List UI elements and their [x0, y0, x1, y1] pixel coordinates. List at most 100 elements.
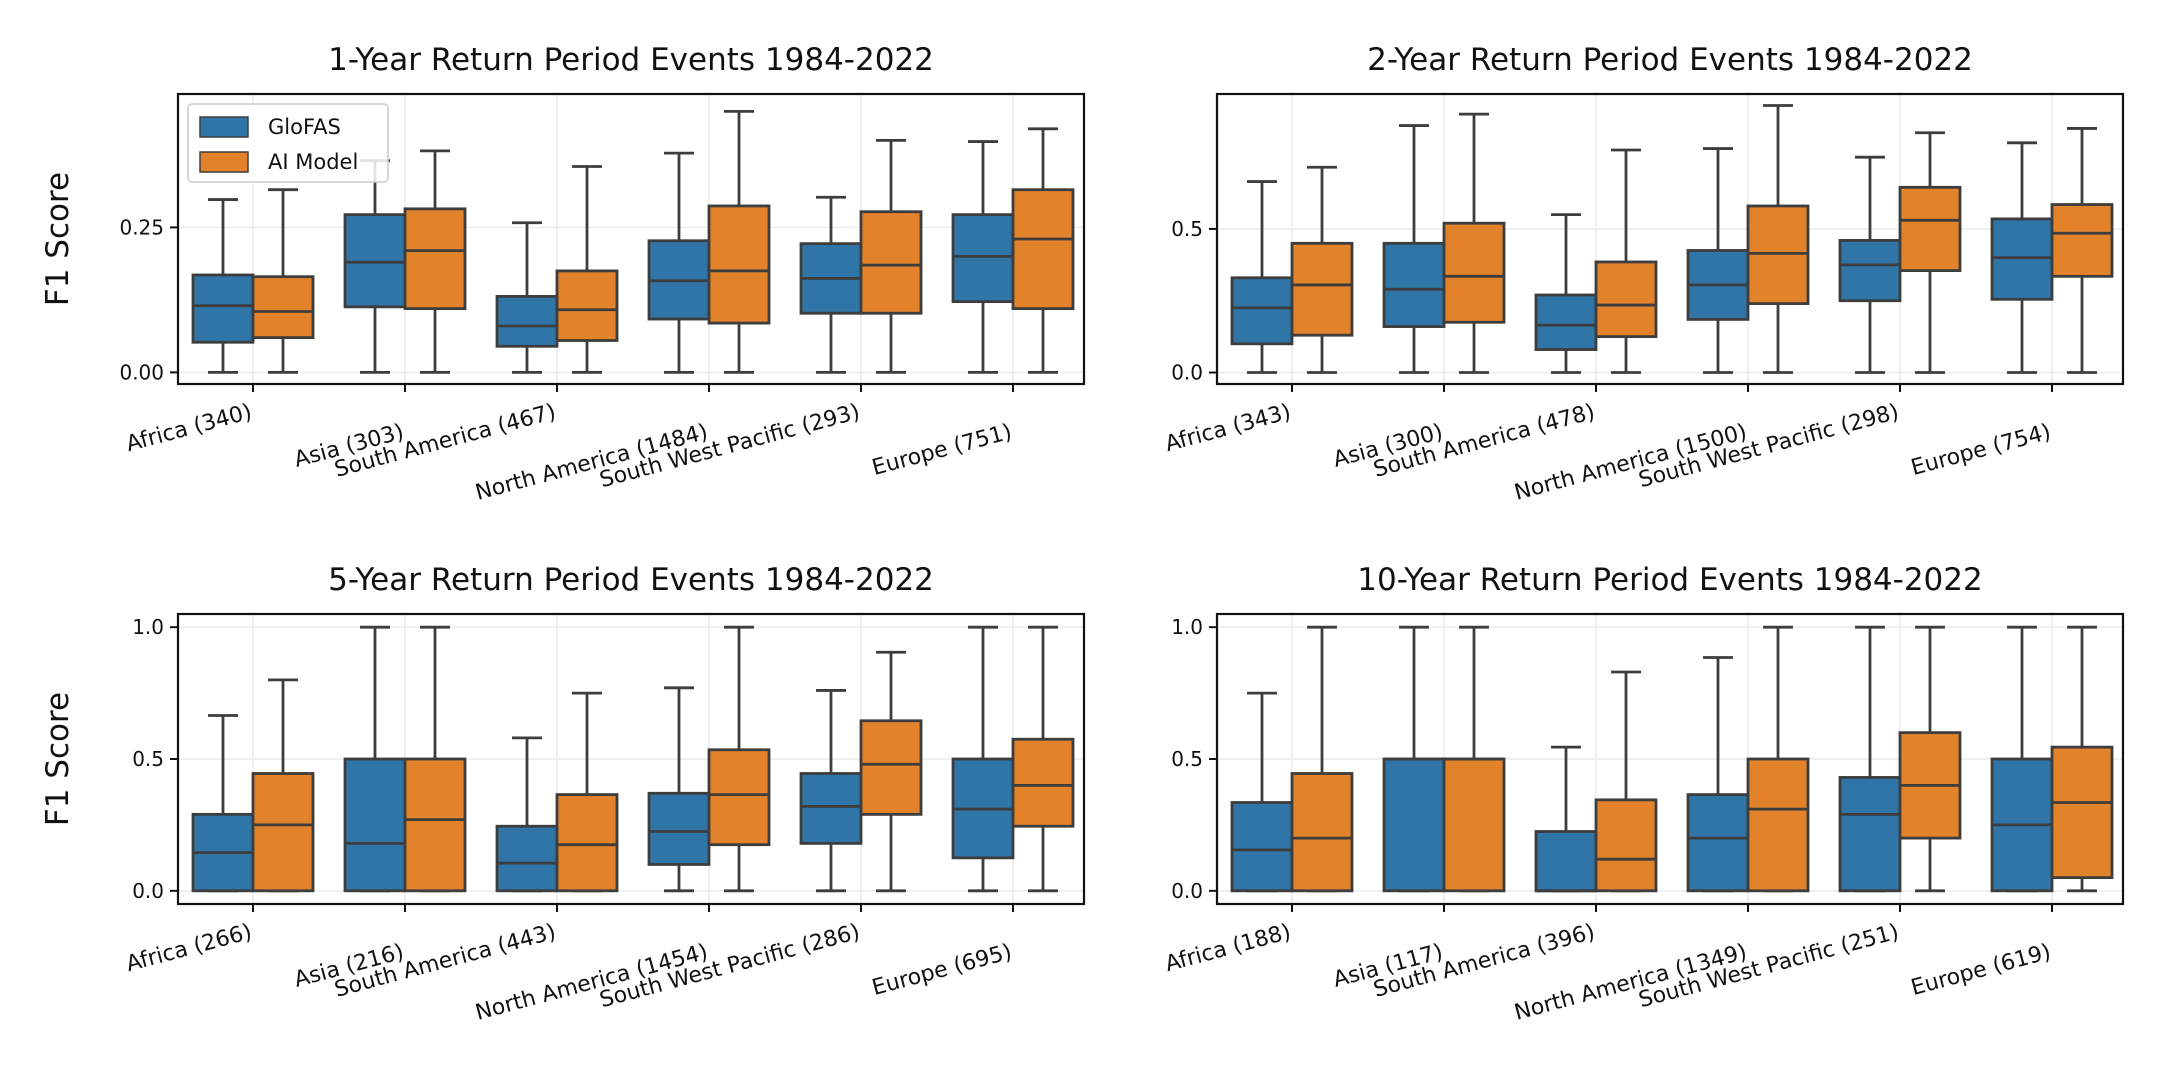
box-ai-model-5	[859, 650, 923, 893]
box-body	[1838, 776, 1902, 893]
box-body	[1290, 772, 1354, 893]
box-body	[495, 824, 559, 893]
y-tick-label: 0.0	[1171, 879, 1203, 903]
box-body	[2050, 745, 2114, 880]
legend-label: AI Model	[268, 150, 358, 174]
x-tick-label: Europe (619)	[1908, 940, 2053, 1001]
box-body	[1442, 757, 1506, 893]
box-ai-model-6	[1011, 625, 1075, 893]
box-body	[343, 757, 407, 893]
box-glofas-4	[1686, 656, 1750, 893]
box-body	[251, 772, 315, 893]
x-tick-label: Europe (751)	[869, 420, 1014, 481]
box-body	[1838, 239, 1902, 303]
box-body	[555, 793, 619, 893]
box-glofas-4	[1686, 147, 1750, 374]
box-ai-model-1	[1290, 625, 1354, 893]
box-body	[1011, 737, 1075, 828]
box-ai-model-4	[1746, 625, 1810, 893]
box-glofas-5	[799, 689, 863, 893]
box-body	[707, 204, 771, 325]
legend-swatch	[199, 151, 249, 173]
box-body	[1594, 798, 1658, 893]
box-glofas-2	[343, 625, 407, 893]
box-body	[859, 719, 923, 816]
box-ai-model-2	[1442, 625, 1506, 893]
y-tick-label: 1.0	[132, 615, 164, 639]
box-glofas-1	[191, 198, 255, 374]
box-body	[951, 213, 1015, 304]
box-ai-model-1	[1290, 165, 1354, 374]
box-body	[1382, 241, 1446, 328]
box-body	[403, 207, 467, 310]
y-tick-label: 1.0	[1171, 615, 1203, 639]
box-glofas-2	[1382, 124, 1446, 374]
box-ai-model-1	[251, 678, 315, 893]
box-body	[1746, 204, 1810, 306]
y-tick-label: 0.0	[1171, 361, 1203, 385]
box-glofas-6	[1990, 625, 2054, 893]
y-tick-label: 0.0	[132, 879, 164, 903]
box-body	[1382, 757, 1446, 893]
box-ai-model-5	[1898, 131, 1962, 374]
y-tick-label: 0.5	[1171, 217, 1203, 241]
panel-title: 10-Year Return Period Events 1984-2022	[1357, 562, 1982, 598]
box-body	[1534, 293, 1598, 351]
box-glofas-3	[495, 221, 559, 374]
box-body	[859, 210, 923, 315]
box-glofas-4	[647, 151, 711, 374]
box-ai-model-1	[251, 188, 315, 374]
box-body	[1594, 260, 1658, 339]
y-tick-label: 0.5	[132, 747, 164, 771]
box-ai-model-5	[859, 138, 923, 374]
box-glofas-2	[1382, 625, 1446, 893]
box-body	[1898, 185, 1962, 272]
legend-swatch	[199, 116, 249, 138]
box-body	[1011, 188, 1075, 310]
x-tick-label: Europe (754)	[1908, 420, 2053, 481]
y-tick-label: 0.00	[119, 360, 164, 384]
box-body	[1230, 801, 1294, 893]
box-glofas-2	[343, 159, 407, 374]
box-ai-model-2	[1442, 112, 1506, 374]
box-body	[2050, 203, 2114, 278]
panel-title: 1-Year Return Period Events 1984-2022	[328, 42, 934, 78]
box-body	[1230, 276, 1294, 346]
x-tick-label: Africa (188)	[1163, 920, 1294, 978]
box-body	[495, 295, 559, 348]
box-ai-model-3	[555, 691, 619, 893]
box-body	[343, 213, 407, 309]
y-axis-label: F1 Score	[40, 172, 76, 306]
box-ai-model-3	[555, 165, 619, 374]
box-body	[403, 757, 467, 893]
axes-frame	[1215, 92, 2125, 386]
box-ai-model-6	[2050, 625, 2114, 893]
box-ai-model-4	[707, 110, 771, 374]
box-ai-model-3	[1594, 148, 1658, 374]
x-tick-label: Africa (266)	[124, 920, 255, 978]
box-body	[1686, 793, 1750, 893]
box-ai-model-4	[707, 625, 771, 893]
panel-title: 2-Year Return Period Events 1984-2022	[1367, 42, 1973, 78]
box-body	[1534, 830, 1598, 893]
box-ai-model-4	[1746, 104, 1810, 374]
box-glofas-5	[1838, 155, 1902, 374]
box-glofas-1	[1230, 180, 1294, 374]
box-ai-model-5	[1898, 625, 1962, 893]
box-ai-model-3	[1594, 670, 1658, 893]
box-body	[647, 791, 711, 866]
box-glofas-5	[1838, 625, 1902, 893]
box-body	[1746, 757, 1810, 893]
box-body	[191, 273, 255, 344]
y-tick-label: 0.5	[1171, 747, 1203, 771]
box-ai-model-2	[403, 625, 467, 893]
box-body	[1290, 241, 1354, 337]
box-glofas-1	[1230, 691, 1294, 893]
box-body	[555, 269, 619, 342]
box-glofas-6	[951, 140, 1015, 374]
box-glofas-3	[1534, 213, 1598, 374]
